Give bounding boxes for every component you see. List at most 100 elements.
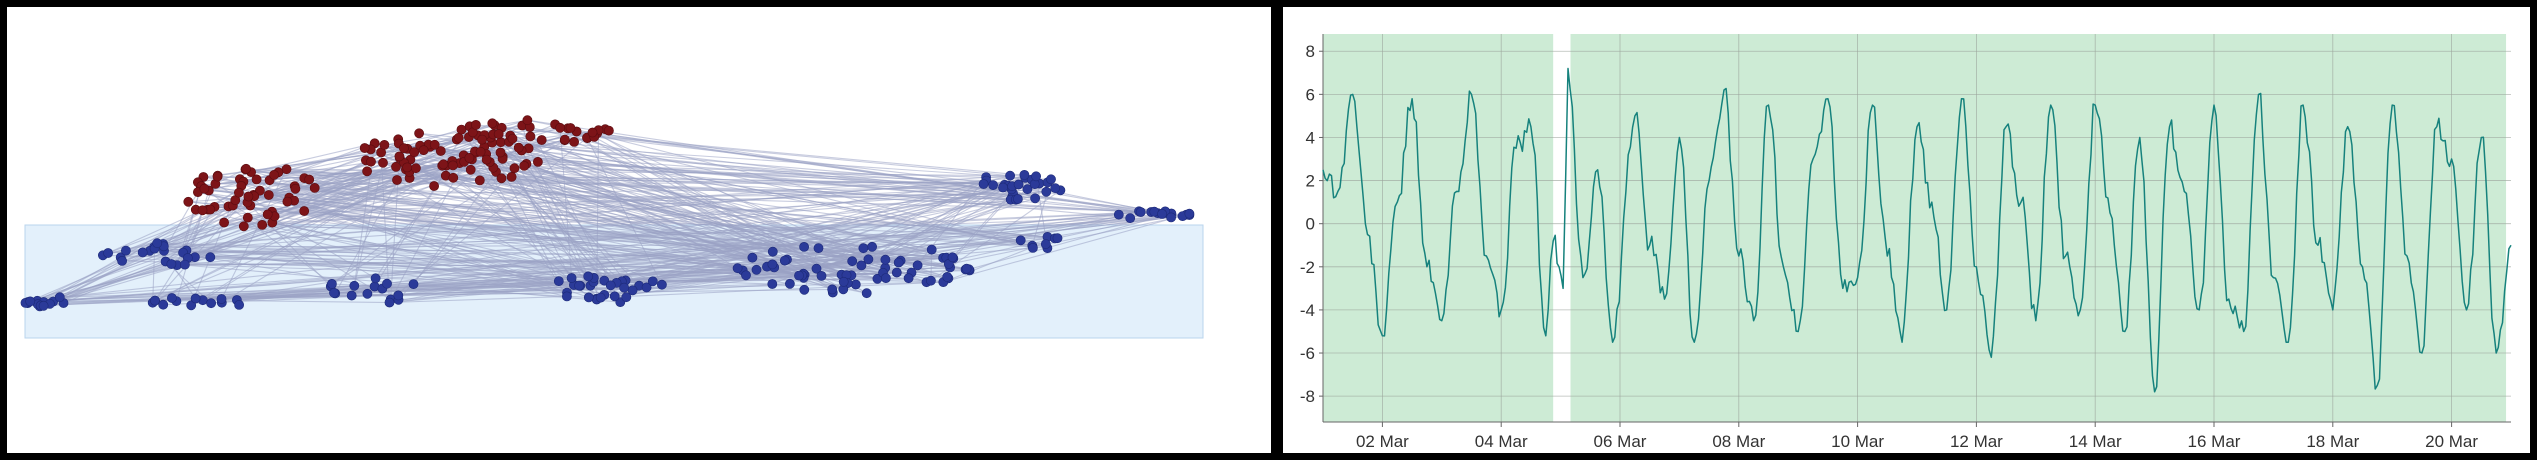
graph-node-selected[interactable] <box>257 219 268 230</box>
graph-node[interactable] <box>1184 208 1195 219</box>
graph-node[interactable] <box>179 259 190 270</box>
graph-node[interactable] <box>609 291 620 302</box>
graph-node-selected[interactable] <box>299 206 310 216</box>
graph-node[interactable] <box>1125 213 1136 223</box>
graph-node[interactable] <box>647 276 658 287</box>
graph-node[interactable] <box>767 246 778 257</box>
graph-node-selected[interactable] <box>242 212 253 223</box>
graph-node-selected[interactable] <box>477 134 487 145</box>
graph-node[interactable] <box>767 259 778 270</box>
graph-node-selected[interactable] <box>379 139 390 150</box>
graph-node[interactable] <box>799 284 810 295</box>
graph-node-selected[interactable] <box>359 143 370 153</box>
graph-node[interactable] <box>988 180 998 190</box>
graph-node-selected[interactable] <box>269 169 279 180</box>
graph-node[interactable] <box>1015 235 1026 246</box>
graph-node-selected[interactable] <box>487 118 498 129</box>
graph-node[interactable] <box>362 288 373 299</box>
graph-node-selected[interactable] <box>456 124 467 135</box>
graph-node[interactable] <box>1031 171 1041 182</box>
graph-node[interactable] <box>747 252 758 263</box>
graph-node-selected[interactable] <box>241 163 251 174</box>
graph-node[interactable] <box>1046 174 1056 185</box>
graph-node-selected[interactable] <box>429 181 439 191</box>
graph-node[interactable] <box>912 260 923 271</box>
graph-node-selected[interactable] <box>470 120 481 130</box>
graph-node[interactable] <box>574 280 584 291</box>
graph-node[interactable] <box>605 280 616 291</box>
graph-node-selected[interactable] <box>569 136 579 147</box>
graph-node-selected[interactable] <box>496 173 507 184</box>
graph-node[interactable] <box>370 273 381 284</box>
graph-node[interactable] <box>149 295 160 306</box>
graph-node[interactable] <box>942 271 953 282</box>
graph-node-selected[interactable] <box>362 166 372 177</box>
graph-node[interactable] <box>166 259 177 269</box>
graph-node-selected[interactable] <box>525 131 536 142</box>
graph-node[interactable] <box>767 279 778 289</box>
graph-node[interactable] <box>393 290 404 301</box>
graph-node[interactable] <box>152 238 163 249</box>
graph-node[interactable] <box>54 292 65 303</box>
graph-node[interactable] <box>326 278 337 289</box>
graph-node[interactable] <box>1013 194 1023 204</box>
graph-node[interactable] <box>234 299 244 310</box>
graph-node-selected[interactable] <box>238 221 249 232</box>
graph-node[interactable] <box>998 182 1008 193</box>
graph-node[interactable] <box>978 179 989 189</box>
graph-node-selected[interactable] <box>604 125 614 136</box>
graph-node[interactable] <box>346 290 357 301</box>
graph-node[interactable] <box>850 279 861 290</box>
graph-node[interactable] <box>1022 184 1033 195</box>
graph-node-selected[interactable] <box>414 128 424 139</box>
graph-node[interactable] <box>741 270 751 281</box>
graph-node-selected[interactable] <box>391 161 401 172</box>
graph-node[interactable] <box>881 273 891 283</box>
graph-node-selected[interactable] <box>453 132 464 143</box>
graph-nodes[interactable] <box>20 115 1195 312</box>
graph-node[interactable] <box>186 300 197 311</box>
graph-node[interactable] <box>751 264 762 275</box>
graph-node-selected[interactable] <box>378 157 388 168</box>
graph-node-selected[interactable] <box>506 171 517 182</box>
graph-node-selected[interactable] <box>243 191 254 202</box>
graph-node-selected[interactable] <box>448 172 459 183</box>
graph-node-selected[interactable] <box>536 135 547 145</box>
graph-node[interactable] <box>408 279 419 289</box>
graph-node-selected[interactable] <box>418 145 429 156</box>
graph-node[interactable] <box>619 282 629 293</box>
graph-node-selected[interactable] <box>493 129 504 139</box>
graph-node[interactable] <box>816 270 827 281</box>
graph-node-selected[interactable] <box>309 182 320 193</box>
graph-node[interactable] <box>38 300 49 311</box>
graph-node[interactable] <box>1166 212 1176 223</box>
graph-node[interactable] <box>117 255 127 266</box>
graph-node[interactable] <box>216 294 227 304</box>
graph-node[interactable] <box>926 275 936 286</box>
graph-node[interactable] <box>861 288 872 299</box>
graph-node[interactable] <box>811 263 822 274</box>
graph-node-selected[interactable] <box>495 147 506 158</box>
graph-node-selected[interactable] <box>263 190 274 200</box>
graph-node-selected[interactable] <box>509 163 520 174</box>
graph-node[interactable] <box>641 282 652 293</box>
graph-node[interactable] <box>1041 186 1052 197</box>
graph-node[interactable] <box>903 273 914 284</box>
graph-node-selected[interactable] <box>199 183 210 194</box>
graph-node-selected[interactable] <box>251 174 262 185</box>
network-graph-panel[interactable] <box>7 7 1271 453</box>
graph-node[interactable] <box>779 255 790 266</box>
graph-node[interactable] <box>103 248 113 258</box>
graph-node-selected[interactable] <box>447 160 458 171</box>
graph-node[interactable] <box>205 252 216 263</box>
graph-node[interactable] <box>858 243 869 254</box>
graph-node-selected[interactable] <box>219 217 229 228</box>
graph-node[interactable] <box>1052 233 1063 244</box>
graph-node[interactable] <box>1050 183 1061 193</box>
graph-node-selected[interactable] <box>565 123 576 133</box>
graph-node-selected[interactable] <box>555 122 565 133</box>
graph-node[interactable] <box>121 245 131 256</box>
graph-node[interactable] <box>583 292 594 303</box>
graph-node[interactable] <box>1005 170 1015 181</box>
graph-node[interactable] <box>566 273 577 283</box>
